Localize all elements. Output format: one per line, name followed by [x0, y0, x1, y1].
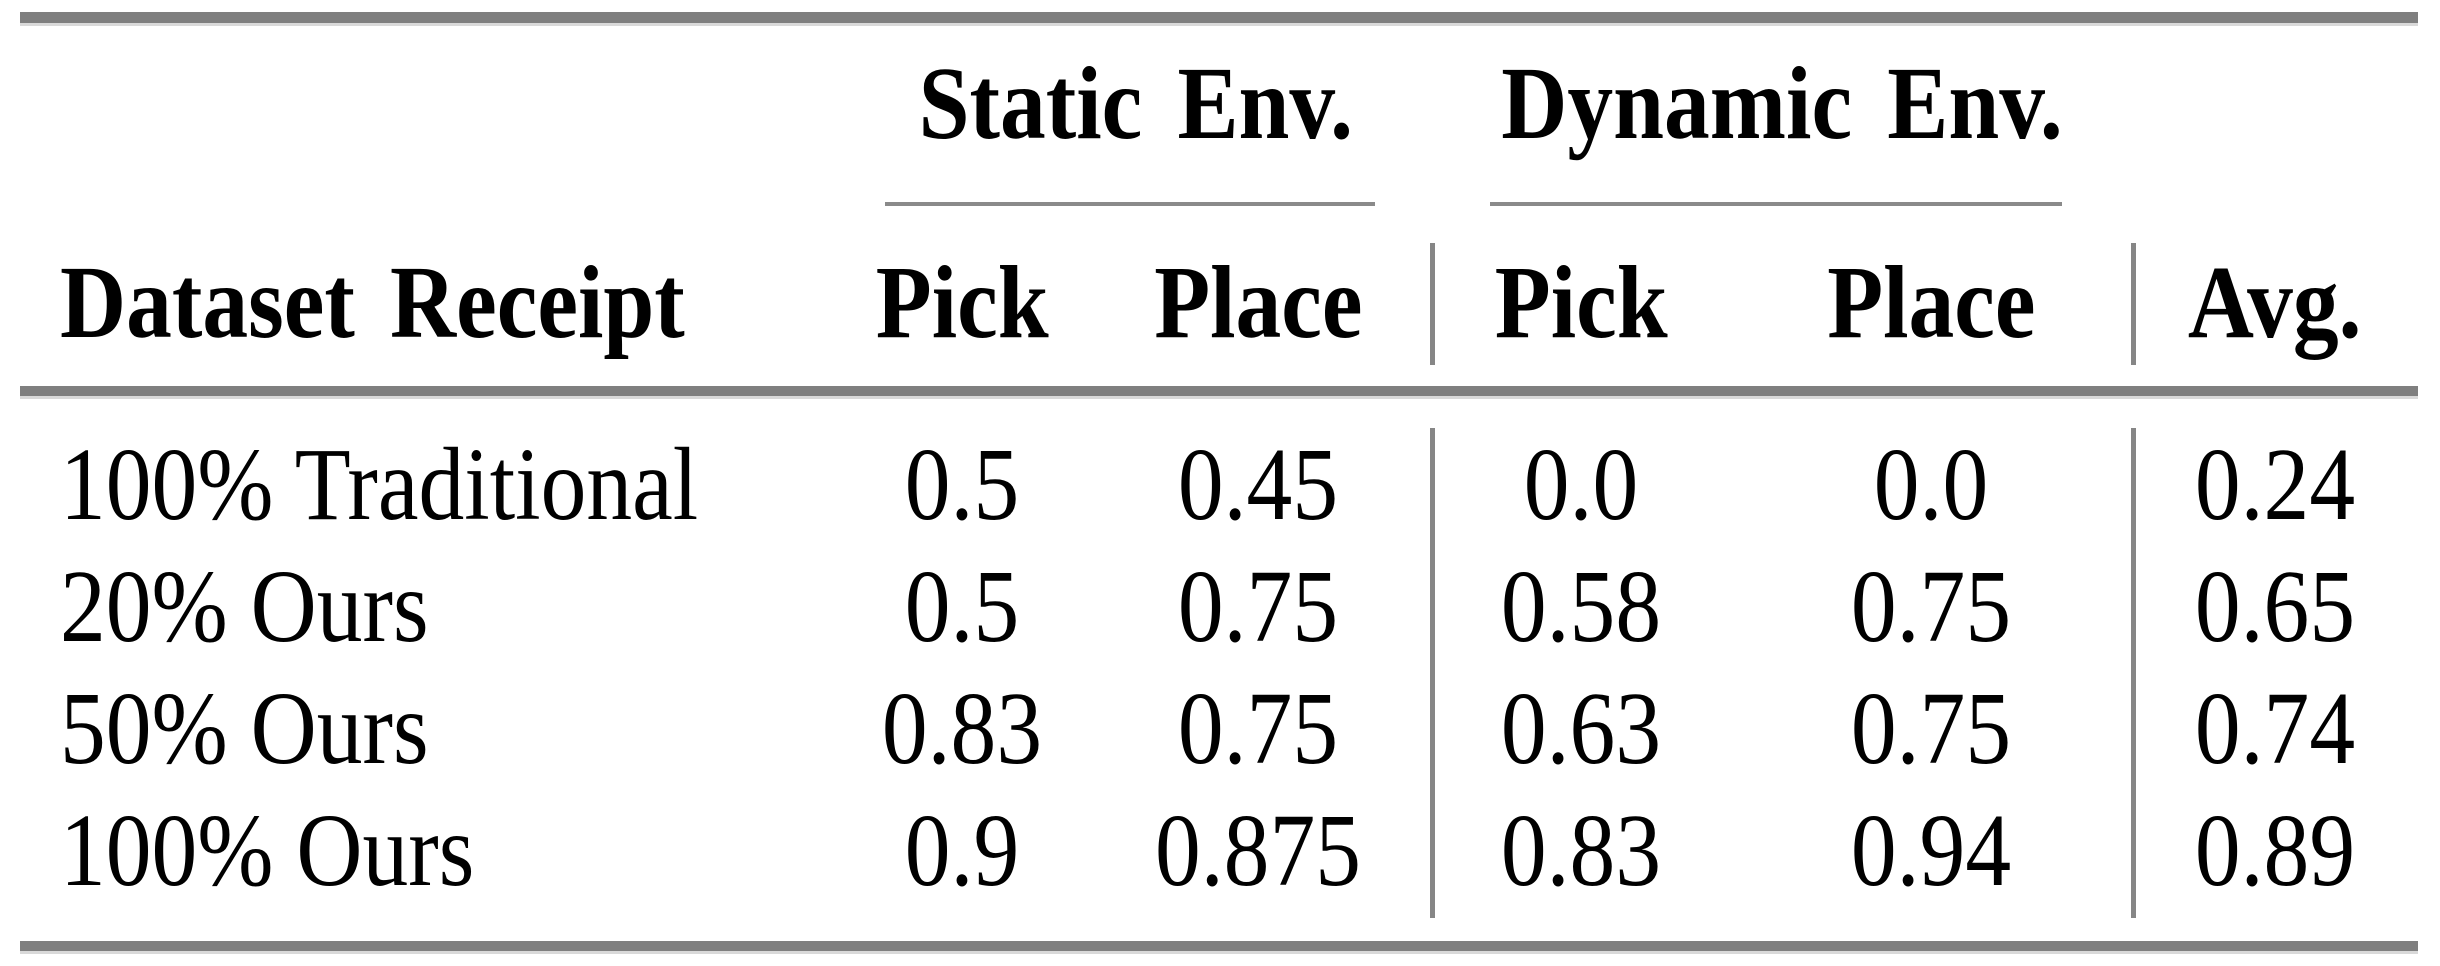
- cell-value: 0.875: [1155, 793, 1361, 908]
- cell-value: 0.0: [1523, 427, 1639, 542]
- table-cell: 0.58: [1432, 546, 1730, 668]
- row-label: 100% Traditional: [20, 424, 840, 546]
- table-cell: 0.5: [840, 546, 1084, 668]
- header-divider-rule: [20, 386, 2418, 399]
- table-cell: 0.45: [1084, 424, 1432, 546]
- table-cell: 0.9: [840, 790, 1084, 912]
- cell-value: 0.65: [2194, 549, 2356, 664]
- group-header-static-env: Static Env.: [840, 22, 1432, 212]
- column-header-static-place-label: Place: [1153, 245, 1363, 360]
- table-cell: 0.63: [1432, 668, 1730, 790]
- table-cell: 0.83: [1432, 790, 1730, 912]
- cell-value: 0.5: [904, 427, 1020, 542]
- table-cell: 0.75: [1730, 546, 2132, 668]
- column-header-dynamic-pick-label: Pick: [1494, 245, 1668, 360]
- cell-value: 0.0: [1873, 427, 1989, 542]
- dynamic-env-underline: [1490, 202, 2062, 206]
- row-label-text: 20% Ours: [60, 549, 429, 664]
- table-cell: 0.0: [1730, 424, 2132, 546]
- top-rule: [20, 12, 2418, 26]
- column-separator-1-header: [1430, 243, 1435, 365]
- table-cell: 0.89: [2132, 790, 2418, 912]
- column-header-avg-label: Avg.: [2188, 245, 2362, 360]
- cell-value: 0.75: [1177, 549, 1339, 664]
- column-header-dynamic-place-label: Place: [1826, 245, 2036, 360]
- table-cell: 0.74: [2132, 668, 2418, 790]
- table-cell: 0.94: [1730, 790, 2132, 912]
- table-grid: Static Env. Dynamic Env. Dataset Receipt…: [20, 22, 2418, 941]
- column-header-dataset-receipt-label: Dataset Receipt: [60, 245, 685, 360]
- cell-value: 0.94: [1850, 793, 2012, 908]
- cell-value: 0.75: [1177, 671, 1339, 786]
- column-header-avg: Avg.: [2132, 212, 2418, 394]
- column-header-static-place: Place: [1084, 212, 1432, 394]
- static-env-underline: [885, 202, 1375, 206]
- table-cell: 0.75: [1084, 668, 1432, 790]
- cell-value: 0.75: [1850, 671, 2012, 786]
- column-header-dynamic-pick: Pick: [1432, 212, 1730, 394]
- column-header-static-pick: Pick: [840, 212, 1084, 394]
- table-cell: 0.65: [2132, 546, 2418, 668]
- cell-value: 0.9: [904, 793, 1020, 908]
- row-label: 100% Ours: [20, 790, 840, 912]
- row-label: 50% Ours: [20, 668, 840, 790]
- table-cell: 0.75: [1084, 546, 1432, 668]
- bottom-rule: [20, 941, 2418, 954]
- cell-value: 0.45: [1177, 427, 1339, 542]
- table-cell: 0.875: [1084, 790, 1432, 912]
- table-cell: 0.75: [1730, 668, 2132, 790]
- cell-value: 0.58: [1500, 549, 1662, 664]
- row-label-text: 100% Ours: [60, 793, 475, 908]
- column-separator-1-body: [1430, 428, 1435, 918]
- cell-value: 0.74: [2194, 671, 2356, 786]
- column-separator-2-header: [2131, 243, 2136, 365]
- column-separator-2-body: [2131, 428, 2136, 918]
- cell-value: 0.63: [1500, 671, 1662, 786]
- table-cell: 0.5: [840, 424, 1084, 546]
- cell-value: 0.89: [2194, 793, 2356, 908]
- cell-value: 0.83: [881, 671, 1043, 786]
- row-label-text: 50% Ours: [60, 671, 429, 786]
- row-label: 20% Ours: [20, 546, 840, 668]
- column-header-dynamic-place: Place: [1730, 212, 2132, 394]
- group-header-dynamic-env-label: Dynamic Env.: [1501, 46, 2063, 161]
- table-cell: 0.83: [840, 668, 1084, 790]
- group-header-static-env-label: Static Env.: [918, 46, 1354, 161]
- cell-value: 0.24: [2194, 427, 2356, 542]
- column-header-static-pick-label: Pick: [875, 245, 1049, 360]
- cell-value: 0.83: [1500, 793, 1662, 908]
- table-cell: 0.0: [1432, 424, 1730, 546]
- group-header-dynamic-env: Dynamic Env.: [1432, 22, 2132, 212]
- table-cell: 0.24: [2132, 424, 2418, 546]
- column-header-dataset-receipt: Dataset Receipt: [20, 212, 840, 394]
- cell-value: 0.75: [1850, 549, 2012, 664]
- cell-value: 0.5: [904, 549, 1020, 664]
- row-label-text: 100% Traditional: [60, 427, 699, 542]
